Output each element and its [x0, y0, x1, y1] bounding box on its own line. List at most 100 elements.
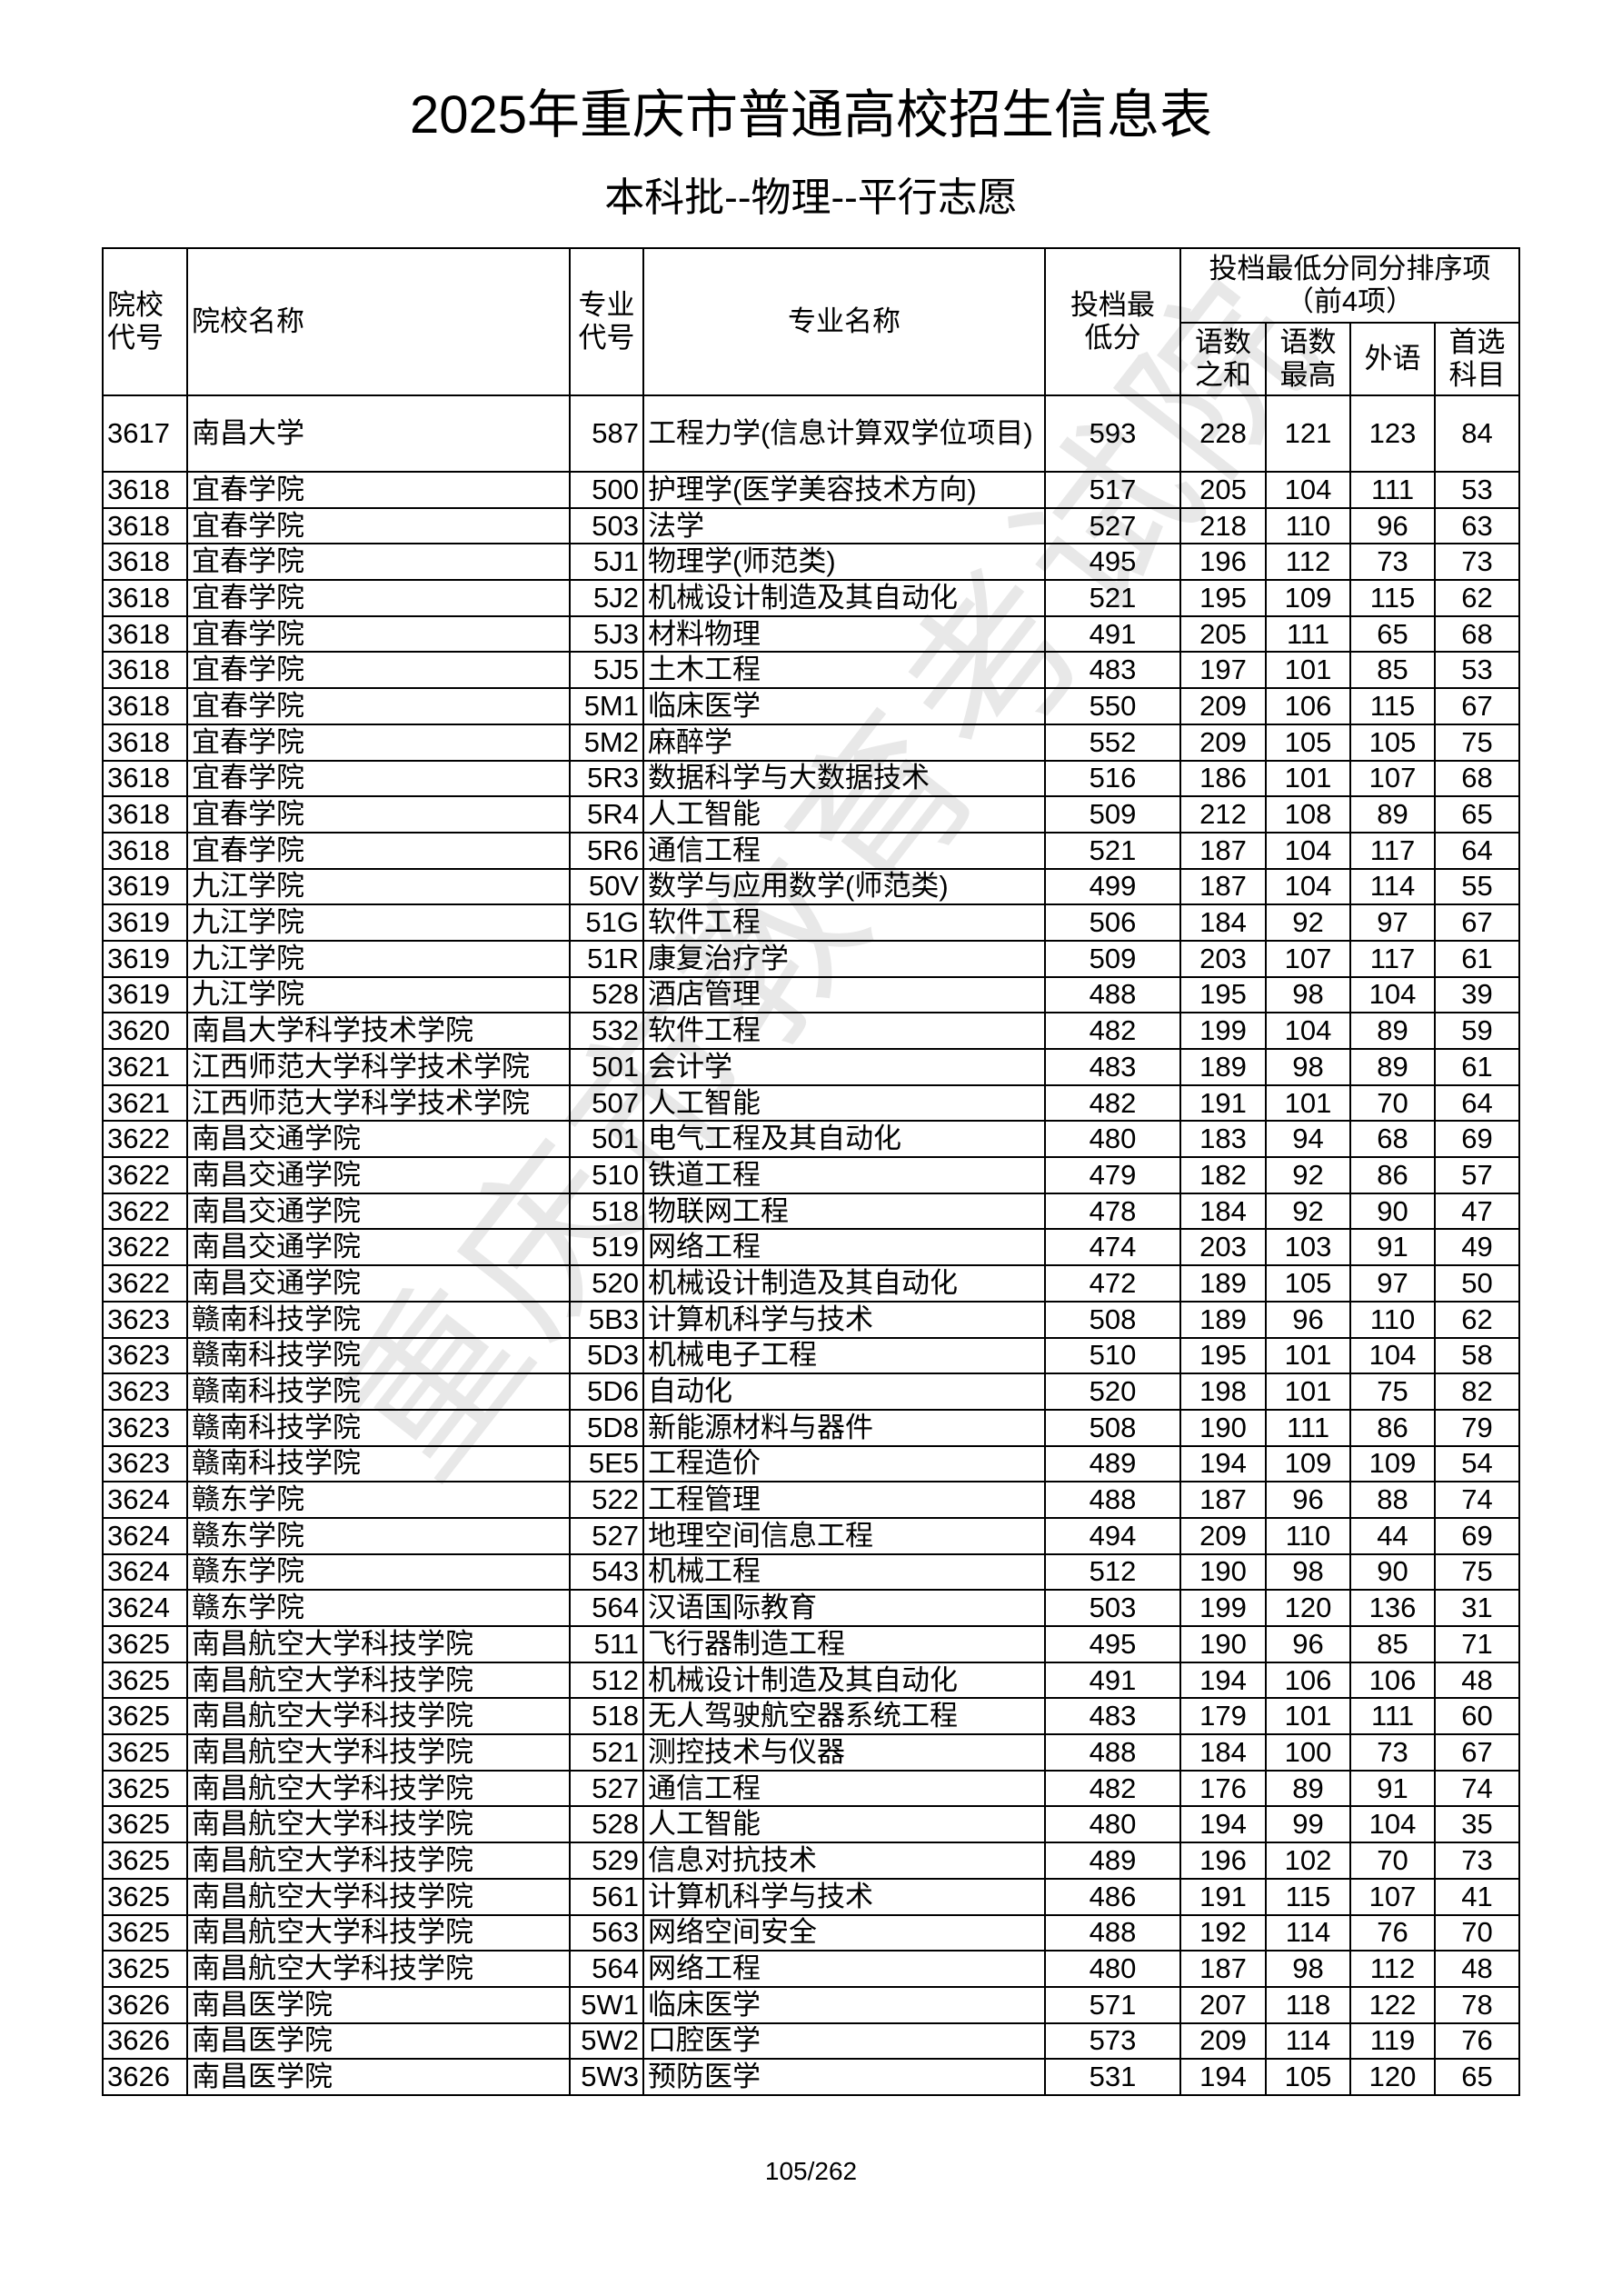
- cell-major-name: 土木工程: [642, 651, 1046, 690]
- cell-chn-math-sum: 195: [1179, 1336, 1267, 1375]
- cell-chn-math-sum: 179: [1179, 1697, 1267, 1736]
- header-min-score: 投档最低分: [1044, 247, 1181, 396]
- cell-school-name: 南昌航空大学科技学院: [186, 1733, 571, 1772]
- cell-foreign-lang: 106: [1349, 1661, 1436, 1700]
- cell-school-name: 南昌医学院: [186, 2058, 571, 2096]
- cell-major-name: 材料物理: [642, 614, 1046, 654]
- cell-school-code: 3618: [102, 471, 188, 509]
- cell-chn-math-sum: 218: [1179, 506, 1267, 545]
- cell-min-score: 516: [1044, 759, 1181, 798]
- cell-school-code: 3624: [102, 1589, 188, 1627]
- cell-school-code: 3624: [102, 1552, 188, 1592]
- cell-school-name: 南昌交通学院: [186, 1156, 571, 1194]
- table-row: 3621 江西师范大学科学技术学院 507 人工智能 482 191 101 70 64: [102, 1083, 1520, 1123]
- table-row: 3623 赣南科技学院 5D8 新能源材料与器件 508 190 111 86 79: [102, 1408, 1520, 1447]
- cell-chn-math-max: 105: [1265, 2058, 1351, 2096]
- cell-school-name: 宜春学院: [186, 795, 571, 834]
- cell-school-name: 宜春学院: [186, 687, 571, 725]
- cell-chn-math-sum: 196: [1179, 1842, 1267, 1880]
- cell-school-name: 南昌大学: [186, 394, 571, 473]
- cell-school-name: 南昌交通学院: [186, 1228, 571, 1267]
- cell-major-code: 532: [569, 1012, 644, 1050]
- cell-foreign-lang: 88: [1349, 1481, 1436, 1519]
- cell-min-score: 479: [1044, 1156, 1181, 1194]
- cell-min-score: 550: [1044, 687, 1181, 725]
- cell-school-code: 3625: [102, 1697, 188, 1736]
- cell-min-score: 508: [1044, 1300, 1181, 1339]
- cell-chn-math-max: 98: [1265, 1048, 1351, 1086]
- cell-school-name: 九江学院: [186, 903, 571, 942]
- cell-chn-math-sum: 196: [1179, 543, 1267, 582]
- cell-school-name: 赣东学院: [186, 1552, 571, 1592]
- table-row: 3622 南昌交通学院 519 网络工程 474 203 103 91 49: [102, 1228, 1520, 1267]
- cell-major-name: 新能源材料与器件: [642, 1408, 1046, 1447]
- cell-school-code: 3623: [102, 1408, 188, 1447]
- cell-school-name: 南昌航空大学科技学院: [186, 1842, 571, 1880]
- cell-major-code: 587: [569, 394, 644, 473]
- header-chn-math-sum: 语数之和: [1179, 322, 1267, 396]
- cell-min-score: 495: [1044, 1625, 1181, 1663]
- cell-school-code: 3625: [102, 1913, 188, 1952]
- cell-chn-math-max: 111: [1265, 1408, 1351, 1447]
- cell-chn-math-max: 104: [1265, 471, 1351, 509]
- cell-major-name: 通信工程: [642, 1769, 1046, 1808]
- cell-chn-math-sum: 189: [1179, 1048, 1267, 1086]
- cell-major-name: 康复治疗学: [642, 939, 1046, 978]
- cell-first-subject: 75: [1434, 723, 1520, 762]
- cell-major-name: 铁道工程: [642, 1156, 1046, 1194]
- cell-first-subject: 57: [1434, 1156, 1520, 1194]
- cell-chn-math-max: 109: [1265, 1444, 1351, 1483]
- cell-school-code: 3618: [102, 579, 188, 617]
- cell-major-name: 机械设计制造及其自动化: [642, 1264, 1046, 1303]
- cell-foreign-lang: 86: [1349, 1156, 1436, 1194]
- cell-foreign-lang: 111: [1349, 471, 1436, 509]
- cell-school-name: 南昌交通学院: [186, 1192, 571, 1231]
- header-school-code: 院校代号: [102, 247, 188, 396]
- table-row: 3619 九江学院 528 酒店管理 488 195 98 104 39: [102, 975, 1520, 1014]
- cell-major-name: 数据科学与大数据技术: [642, 759, 1046, 798]
- cell-school-code: 3623: [102, 1444, 188, 1483]
- cell-min-score: 509: [1044, 939, 1181, 978]
- cell-chn-math-sum: 194: [1179, 2058, 1267, 2096]
- cell-major-code: 5D8: [569, 1408, 644, 1447]
- table-row: 3625 南昌航空大学科技学院 518 无人驾驶航空器系统工程 483 179 101 111…: [102, 1697, 1520, 1736]
- cell-foreign-lang: 85: [1349, 1625, 1436, 1663]
- table-row: 3620 南昌大学科学技术学院 532 软件工程 482 199 104 89 59: [102, 1012, 1520, 1050]
- cell-foreign-lang: 107: [1349, 759, 1436, 798]
- table-row: 3618 宜春学院 5R6 通信工程 521 187 104 117 64: [102, 831, 1520, 870]
- cell-school-name: 九江学院: [186, 867, 571, 906]
- table-row: 3619 九江学院 50V 数学与应用数学(师范类) 499 187 104 114 55: [102, 867, 1520, 906]
- cell-major-name: 测控技术与仪器: [642, 1733, 1046, 1772]
- cell-min-score: 593: [1044, 394, 1181, 473]
- cell-chn-math-sum: 184: [1179, 903, 1267, 942]
- cell-min-score: 474: [1044, 1228, 1181, 1267]
- cell-first-subject: 76: [1434, 2021, 1520, 2061]
- cell-min-score: 521: [1044, 579, 1181, 617]
- table-row: 3625 南昌航空大学科技学院 511 飞行器制造工程 495 190 96 85 71: [102, 1625, 1520, 1663]
- cell-school-name: 南昌交通学院: [186, 1264, 571, 1303]
- cell-major-code: 527: [569, 1516, 644, 1555]
- cell-foreign-lang: 91: [1349, 1228, 1436, 1267]
- cell-chn-math-max: 96: [1265, 1481, 1351, 1519]
- cell-first-subject: 78: [1434, 1985, 1520, 2024]
- cell-first-subject: 64: [1434, 1083, 1520, 1123]
- cell-chn-math-sum: 182: [1179, 1156, 1267, 1194]
- cell-min-score: 482: [1044, 1012, 1181, 1050]
- cell-min-score: 503: [1044, 1589, 1181, 1627]
- cell-min-score: 482: [1044, 1083, 1181, 1123]
- header-foreign-lang: 外语: [1349, 322, 1436, 396]
- cell-first-subject: 75: [1434, 1552, 1520, 1592]
- table-row: 3624 赣东学院 527 地理空间信息工程 494 209 110 44 69: [102, 1516, 1520, 1555]
- cell-chn-math-max: 101: [1265, 759, 1351, 798]
- cell-min-score: 480: [1044, 1805, 1181, 1844]
- cell-major-code: 5R4: [569, 795, 644, 834]
- cell-major-name: 网络空间安全: [642, 1913, 1046, 1952]
- cell-chn-math-sum: 203: [1179, 939, 1267, 978]
- cell-foreign-lang: 86: [1349, 1408, 1436, 1447]
- cell-foreign-lang: 104: [1349, 975, 1436, 1014]
- cell-min-score: 491: [1044, 1661, 1181, 1700]
- cell-min-score: 491: [1044, 614, 1181, 654]
- cell-chn-math-max: 106: [1265, 1661, 1351, 1700]
- cell-first-subject: 84: [1434, 394, 1520, 473]
- cell-chn-math-sum: 190: [1179, 1552, 1267, 1592]
